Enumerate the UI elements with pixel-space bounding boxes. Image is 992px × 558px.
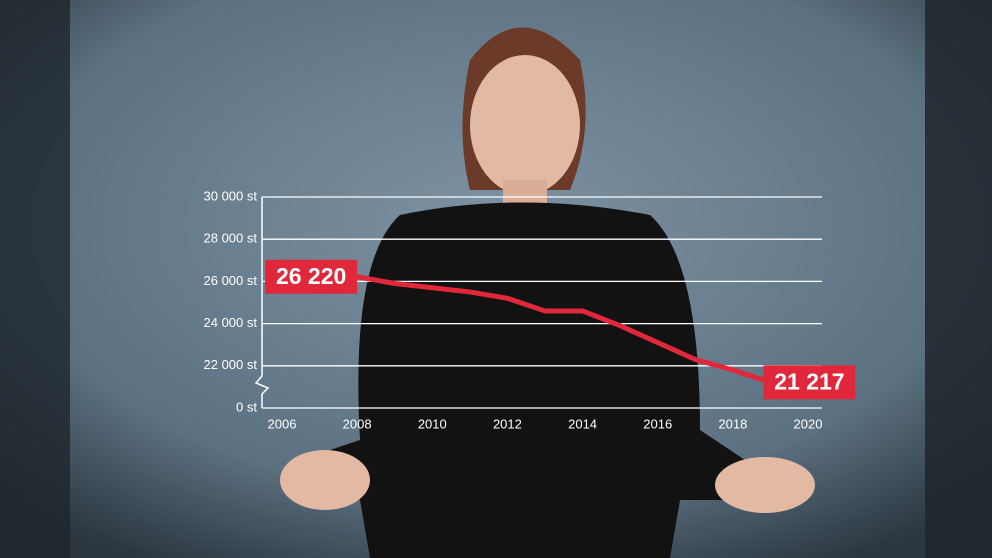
y-tick-label: 0 st xyxy=(236,399,257,414)
value-label-box xyxy=(763,365,856,400)
x-tick-label: 2018 xyxy=(718,416,747,431)
value-label: 26 220 xyxy=(276,263,346,289)
data-line xyxy=(356,274,772,385)
y-tick-label: 22 000 st xyxy=(204,357,258,372)
x-tick-label: 2012 xyxy=(493,416,522,431)
y-tick-label: 26 000 st xyxy=(204,273,258,288)
shadow-right xyxy=(925,0,992,558)
shadow-left xyxy=(0,0,70,558)
x-tick-label: 2014 xyxy=(568,416,597,431)
value-label: 21 217 xyxy=(774,368,844,394)
x-tick-label: 2020 xyxy=(794,416,823,431)
plot: 0 st 22 000 st 24 000 st 26 000 st 28 000 st… xyxy=(204,188,856,431)
x-tick-label: 2016 xyxy=(643,416,672,431)
x-tick-label: 2010 xyxy=(418,416,447,431)
presenter xyxy=(280,27,815,558)
x-tick-label: 2008 xyxy=(343,416,372,431)
y-tick-label: 28 000 st xyxy=(204,231,258,246)
y-tick-label: 30 000 st xyxy=(204,188,258,203)
y-axis xyxy=(254,197,270,408)
value-label-box xyxy=(265,259,358,294)
x-tick-label: 2006 xyxy=(268,416,297,431)
y-tick-label: 24 000 st xyxy=(204,315,258,330)
